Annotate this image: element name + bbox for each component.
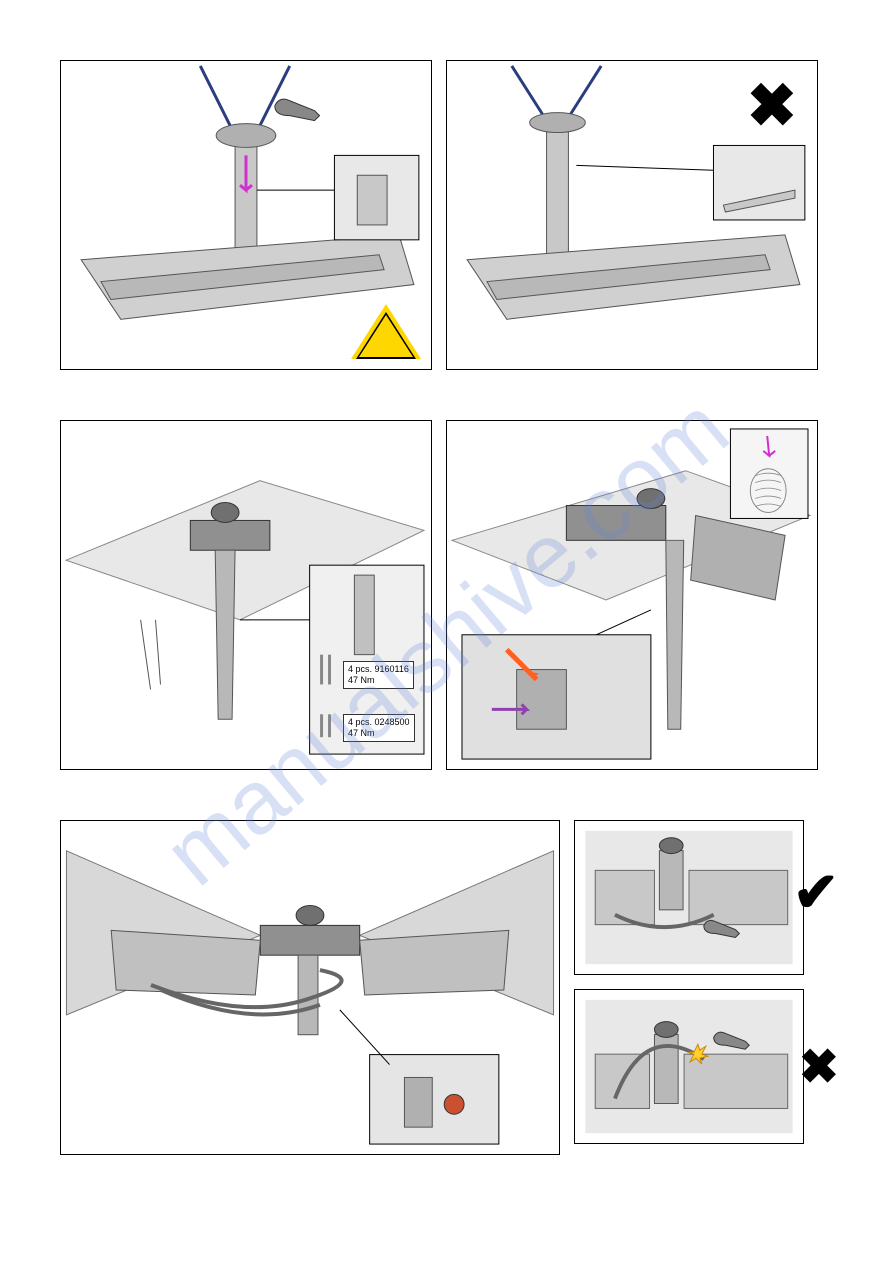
- callout-1-line-2: 47 Nm: [348, 675, 409, 686]
- row-2: 4 pcs. 9160116 47 Nm 4 pcs. 0248500 47 N…: [60, 420, 833, 770]
- incorrect-x-mark-icon: ✖: [747, 71, 797, 141]
- incorrect-x-mark-icon-2: ✖: [799, 1039, 839, 1095]
- diagram-hose-route-bad: [575, 990, 803, 1143]
- diagram-hose-route-ok: [575, 821, 803, 974]
- panel-lowering-incorrect: ✖: [446, 60, 818, 370]
- panel-lowering-correct: [60, 60, 432, 370]
- callout-2-line-1: 4 pcs. 0248500: [348, 717, 410, 728]
- row-1: ✖: [60, 60, 833, 370]
- callout-2-line-2: 47 Nm: [348, 728, 410, 739]
- diagram-hose-connection: [447, 421, 817, 769]
- callout-bolt-spec-1: 4 pcs. 9160116 47 Nm: [343, 661, 414, 689]
- diagram-hose-routing-main: [61, 821, 559, 1154]
- panel-hose-connection: [446, 420, 818, 770]
- panel-bolt-assembly: 4 pcs. 9160116 47 Nm 4 pcs. 0248500 47 N…: [60, 420, 432, 770]
- panel-hose-routing-correct: [574, 820, 804, 975]
- crush-hazard-warning-icon: [351, 304, 421, 359]
- right-column: ✔: [574, 820, 804, 1155]
- callout-bolt-spec-2: 4 pcs. 0248500 47 Nm: [343, 714, 415, 742]
- correct-check-mark-icon: ✔: [793, 860, 839, 924]
- panel-hose-routing-main: [60, 820, 560, 1155]
- callout-1-line-1: 4 pcs. 9160116: [348, 664, 409, 675]
- row-3: ✔: [60, 820, 833, 1155]
- panel-hose-routing-incorrect: [574, 989, 804, 1144]
